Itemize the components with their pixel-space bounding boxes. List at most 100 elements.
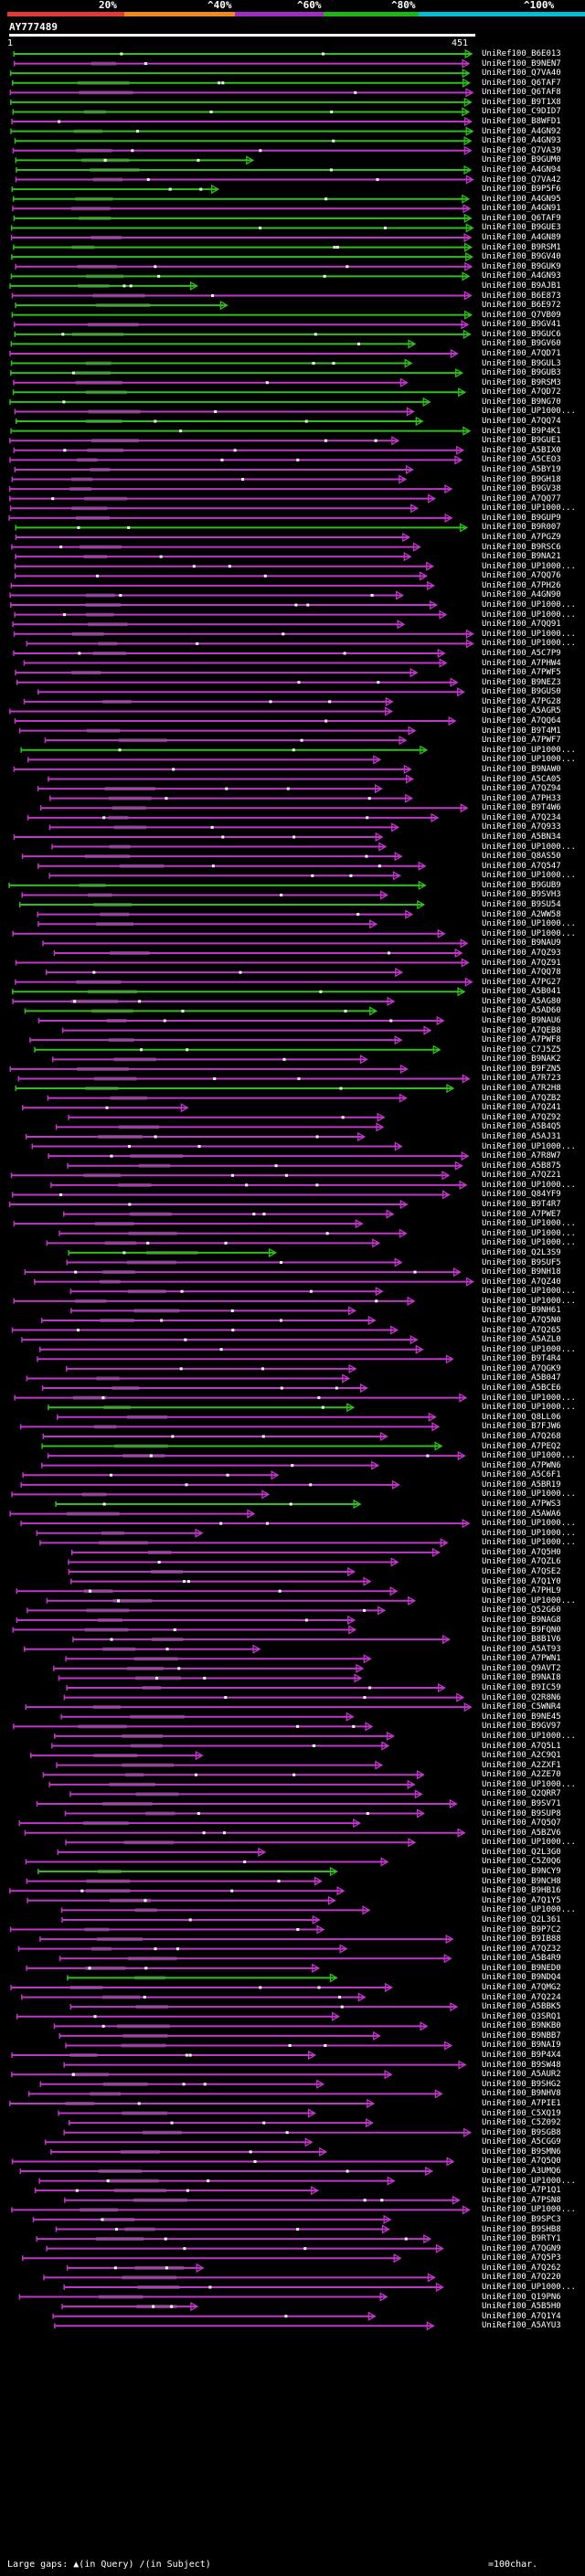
hit-label[interactable]: UniRef100_UP1000... xyxy=(482,407,576,417)
hit-label[interactable]: UniRef100_B9GV40 xyxy=(482,252,561,262)
hit-label[interactable]: UniRef100_A7PWF8 xyxy=(482,1035,561,1045)
hit-label[interactable]: UniRef100_A5BIX0 xyxy=(482,445,561,455)
hit-label[interactable]: UniRef100_B9T4R4 xyxy=(482,1354,561,1364)
hit-label[interactable]: UniRef100_A7Q1Y4 xyxy=(482,2311,561,2321)
hit-label[interactable]: UniRef100_A7Q1Y0 xyxy=(482,1576,561,1586)
hit-label[interactable]: UniRef100_B9GUM0 xyxy=(482,155,561,165)
hit-label[interactable]: UniRef100_UP1000... xyxy=(482,1451,576,1461)
hit-label[interactable]: UniRef100_UP1000... xyxy=(482,629,576,639)
hit-label[interactable]: UniRef100_A7QQ77 xyxy=(482,493,561,504)
hit-label[interactable]: UniRef100_A7PHW4 xyxy=(482,658,561,668)
hit-label[interactable]: UniRef100_B9SHB8 xyxy=(482,2224,561,2234)
hit-label[interactable]: UniRef100_A5C7P9 xyxy=(482,648,561,658)
hit-label[interactable]: UniRef100_A7QD72 xyxy=(482,387,561,398)
hit-label[interactable]: UniRef100_UP1000... xyxy=(482,1180,576,1190)
hit-label[interactable]: UniRef100_B9P4X4 xyxy=(482,2051,561,2061)
hit-label[interactable]: UniRef100_B9SV71 xyxy=(482,1798,561,1808)
hit-label[interactable]: UniRef100_B9P7C2 xyxy=(482,1924,561,1935)
hit-label[interactable]: UniRef100_C5WNR4 xyxy=(482,1702,561,1712)
hit-label[interactable]: UniRef100_B9GUE3 xyxy=(482,223,561,233)
hit-label[interactable]: UniRef100_Q52G60 xyxy=(482,1606,561,1616)
hit-label[interactable]: UniRef100_A4GN93 xyxy=(482,271,561,281)
hit-label[interactable]: UniRef100_B8B1V6 xyxy=(482,1635,561,1645)
hit-label[interactable]: UniRef100_A7PH26 xyxy=(482,580,561,590)
hit-label[interactable]: UniRef100_A7PWN6 xyxy=(482,1460,561,1470)
hit-label[interactable]: UniRef100_C7J5Z5 xyxy=(482,1044,561,1055)
hit-label[interactable]: UniRef100_C9DID7 xyxy=(482,107,561,117)
hit-label[interactable]: UniRef100_B9NCY9 xyxy=(482,1867,561,1877)
hit-label[interactable]: UniRef100_A7Q265 xyxy=(482,1325,561,1335)
hit-label[interactable]: UniRef100_UP1000... xyxy=(482,2205,576,2215)
hit-label[interactable]: UniRef100_A7PWF5 xyxy=(482,668,561,678)
hit-label[interactable]: UniRef100_A7Q1Y5 xyxy=(482,1895,561,1905)
hit-label[interactable]: UniRef100_B9RSC6 xyxy=(482,542,561,552)
hit-label[interactable]: UniRef100_A7Q933 xyxy=(482,822,561,832)
hit-label[interactable]: UniRef100_A5BR19 xyxy=(482,1479,561,1489)
hit-label[interactable]: UniRef100_C5XQ19 xyxy=(482,2108,561,2118)
hit-label[interactable]: UniRef100_A7QZ92 xyxy=(482,1112,561,1122)
hit-label[interactable]: UniRef100_A7Q220 xyxy=(482,2273,561,2283)
hit-label[interactable]: UniRef100_B9GUB3 xyxy=(482,368,561,378)
hit-label[interactable]: UniRef100_UP1000... xyxy=(482,871,576,881)
hit-label[interactable]: UniRef100_A4GN92 xyxy=(482,126,561,136)
hit-label[interactable]: UniRef100_B9GV41 xyxy=(482,320,561,330)
hit-label[interactable]: UniRef100_Q7VA39 xyxy=(482,145,561,155)
hit-label[interactable]: UniRef100_UP1000... xyxy=(482,1528,576,1538)
hit-label[interactable]: UniRef100_Q8AS50 xyxy=(482,852,561,862)
hit-label[interactable]: UniRef100_UP1000... xyxy=(482,610,576,620)
hit-label[interactable]: UniRef100_Q2QRR7 xyxy=(482,1789,561,1799)
hit-label[interactable]: UniRef100_Q6TAF8 xyxy=(482,88,561,98)
hit-label[interactable]: UniRef100_Q9AVT2 xyxy=(482,1663,561,1673)
hit-label[interactable]: UniRef100_A7R8W7 xyxy=(482,1151,561,1161)
hit-label[interactable]: UniRef100_A7QZ32 xyxy=(482,1944,561,1954)
hit-label[interactable]: UniRef100_UP1000... xyxy=(482,1489,576,1500)
hit-label[interactable]: UniRef100_A5AG80 xyxy=(482,996,561,1006)
hit-label[interactable]: UniRef100_A7Q5P3 xyxy=(482,2253,561,2263)
hit-label[interactable]: UniRef100_Q6TAF7 xyxy=(482,78,561,88)
hit-label[interactable]: UniRef100_A7Q547 xyxy=(482,861,561,871)
hit-label[interactable]: UniRef100_B6E972 xyxy=(482,301,561,311)
hit-label[interactable]: UniRef100_B9NAU6 xyxy=(482,1016,561,1025)
hit-label[interactable]: UniRef100_B7FJW6 xyxy=(482,1422,561,1432)
hit-label[interactable]: UniRef100_A7Q5Q0 xyxy=(482,2157,561,2167)
hit-label[interactable]: UniRef100_A5CEO3 xyxy=(482,455,561,465)
hit-label[interactable]: UniRef100_B9NAW0 xyxy=(482,764,561,774)
hit-label[interactable]: UniRef100_B9SW48 xyxy=(482,2060,561,2070)
hit-label[interactable]: UniRef100_B9SVH3 xyxy=(482,890,561,900)
hit-label[interactable]: UniRef100_A7QZB2 xyxy=(482,1093,561,1103)
hit-label[interactable]: UniRef100_A7QZ41 xyxy=(482,1103,561,1113)
hit-label[interactable]: UniRef100_A4GN90 xyxy=(482,590,561,600)
hit-label[interactable]: UniRef100_B9NA21 xyxy=(482,552,561,562)
hit-label[interactable]: UniRef100_UP1000... xyxy=(482,1287,576,1297)
hit-label[interactable]: UniRef100_C5Z092 xyxy=(482,2118,561,2128)
hit-label[interactable]: UniRef100_A7PWS3 xyxy=(482,1500,561,1509)
hit-label[interactable]: UniRef100_B9FQN0 xyxy=(482,1625,561,1635)
hit-label[interactable]: UniRef100_A5C6F1 xyxy=(482,1470,561,1480)
hit-label[interactable]: UniRef100_Q7VA42 xyxy=(482,175,561,185)
hit-label[interactable]: UniRef100_Q6TAF9 xyxy=(482,213,561,223)
hit-label[interactable]: UniRef100_B9NCH8 xyxy=(482,1876,561,1886)
hit-label[interactable]: UniRef100_A5BCE6 xyxy=(482,1383,561,1394)
hit-label[interactable]: UniRef100_B9NH18 xyxy=(482,1267,561,1277)
hit-label[interactable]: UniRef100_UP1000... xyxy=(482,1296,576,1306)
hit-label[interactable]: UniRef100_B9GV97 xyxy=(482,1722,561,1732)
hit-label[interactable]: UniRef100_UP1000... xyxy=(482,1228,576,1238)
hit-label[interactable]: UniRef100_B9SU54 xyxy=(482,900,561,910)
hit-label[interactable]: UniRef100_A5BY19 xyxy=(482,464,561,474)
hit-label[interactable]: UniRef100_A7QD71 xyxy=(482,348,561,358)
hit-label[interactable]: UniRef100_A7PWF7 xyxy=(482,736,561,746)
hit-label[interactable]: UniRef100_UP1000... xyxy=(482,1838,576,1848)
hit-label[interactable]: UniRef100_B9T4R7 xyxy=(482,1200,561,1210)
hit-label[interactable]: UniRef100_UP1000... xyxy=(482,1393,576,1403)
hit-label[interactable]: UniRef100_Q7VA40 xyxy=(482,69,561,79)
hit-label[interactable]: UniRef100_A5AD60 xyxy=(482,1006,561,1016)
hit-label[interactable]: UniRef100_A7PG28 xyxy=(482,696,561,706)
hit-label[interactable]: UniRef100_A7QGN9 xyxy=(482,2243,561,2253)
hit-label[interactable]: UniRef100_A7Q5N0 xyxy=(482,1315,561,1325)
hit-label[interactable]: UniRef100_B9GUL3 xyxy=(482,358,561,368)
hit-label[interactable]: UniRef100_UP1000... xyxy=(482,2176,576,2186)
hit-label[interactable]: UniRef100_A4GN91 xyxy=(482,204,561,214)
hit-label[interactable]: UniRef100_A7QQ91 xyxy=(482,620,561,630)
hit-label[interactable]: UniRef100_UP1000... xyxy=(482,504,576,514)
hit-label[interactable]: UniRef100_B9NAI9 xyxy=(482,2041,561,2051)
